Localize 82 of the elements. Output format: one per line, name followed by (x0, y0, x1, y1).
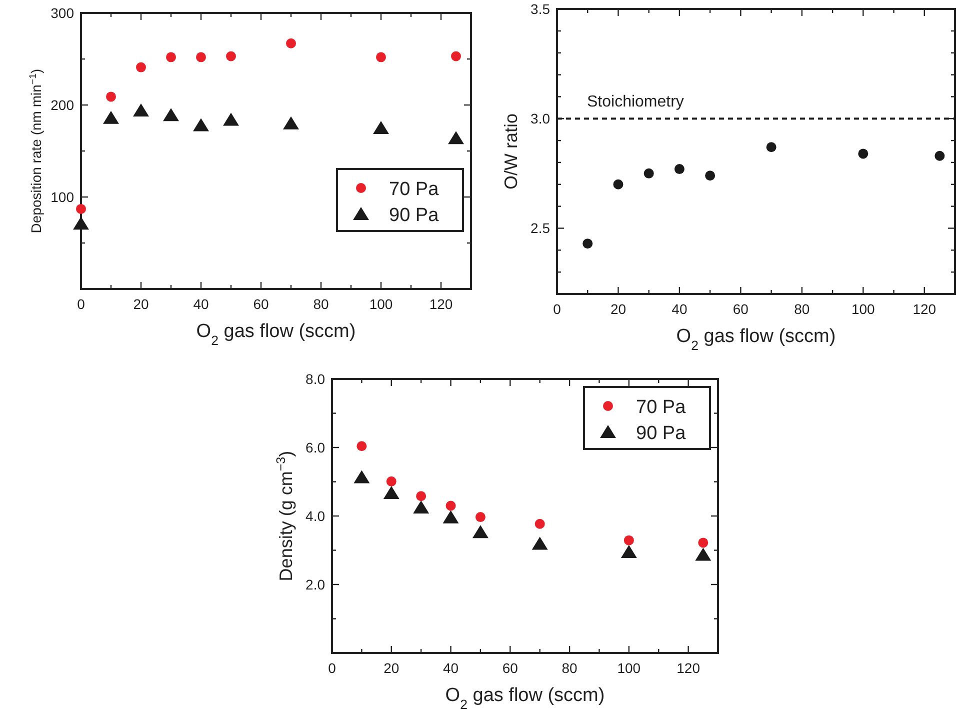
legend-label: 70 Pa (636, 397, 686, 418)
point (196, 52, 206, 62)
x-tick-label: 0 (77, 296, 86, 312)
ref-line-label: Stoichiometry (587, 94, 684, 111)
point (226, 51, 236, 62)
point (286, 38, 296, 48)
legend-label: 90 Pa (389, 205, 440, 226)
point (674, 164, 684, 174)
x-tick-label: 0 (553, 301, 562, 317)
point (376, 52, 386, 62)
point (356, 441, 367, 452)
point (766, 142, 776, 152)
x-axis-title: O$_{2}$ gas flow (sccm) (676, 326, 836, 352)
point (695, 548, 712, 561)
y-tick-label: 200 (50, 97, 74, 113)
point (442, 510, 459, 524)
point (76, 204, 86, 214)
point (534, 518, 545, 529)
point (163, 108, 179, 122)
y-tick-label: 6.0 (306, 440, 326, 456)
point (354, 470, 370, 484)
point (858, 148, 868, 159)
y-tick-label: 3.5 (530, 1, 550, 17)
x-tick-label: 100 (851, 301, 876, 317)
x-tick-label: 120 (429, 296, 453, 312)
point (223, 112, 239, 126)
point (475, 512, 486, 522)
x-tick-label: 40 (442, 660, 459, 676)
point (532, 536, 548, 550)
y-tick-label: 8.0 (306, 371, 326, 387)
y-tick-label: 100 (50, 189, 74, 205)
x-tick-label: 100 (617, 660, 641, 676)
point (133, 104, 149, 117)
x-tick-label: 20 (610, 301, 626, 317)
point (934, 150, 945, 161)
x-tick-label: 20 (384, 660, 400, 676)
x-tick-label: 100 (369, 296, 393, 312)
point (451, 51, 461, 62)
x-tick-label: 0 (328, 660, 336, 676)
y-tick-label: 3.0 (530, 110, 550, 127)
point (624, 535, 634, 546)
point (386, 476, 396, 486)
point (472, 525, 488, 538)
x-tick-label: 120 (912, 301, 936, 317)
x-tick-label: 80 (313, 296, 329, 312)
legend-label: 90 Pa (636, 423, 686, 444)
point (416, 491, 426, 502)
point (73, 216, 89, 230)
point (166, 52, 176, 62)
point (620, 544, 637, 558)
x-tick-label: 60 (502, 660, 518, 676)
y-tick-label: 2.0 (306, 576, 326, 592)
point (106, 92, 116, 102)
x-axis-title: O$_{2}$ gas flow (sccm) (445, 685, 605, 710)
point (698, 538, 708, 548)
point (383, 486, 400, 500)
x-tick-label: 80 (562, 660, 578, 676)
point (373, 121, 389, 134)
point (644, 168, 654, 178)
x-tick-label: 120 (676, 660, 700, 676)
point (705, 170, 716, 181)
x-tick-label: 60 (253, 296, 269, 312)
x-tick-label: 20 (133, 296, 149, 312)
point (413, 500, 430, 514)
point (193, 118, 209, 132)
point (136, 62, 146, 72)
point (446, 500, 456, 511)
y-tick-label: 2.5 (530, 220, 550, 236)
point (103, 110, 119, 124)
point (582, 238, 593, 249)
point (283, 116, 299, 130)
legend-label: 70 Pa (389, 179, 440, 200)
y-tick-label: 300 (50, 5, 74, 21)
x-tick-label: 80 (794, 301, 810, 317)
x-tick-label: 40 (193, 296, 209, 312)
y-axis-title: O/W ratio (501, 113, 521, 190)
y-tick-label: 4.0 (306, 508, 326, 524)
x-axis-title: O$_{2}$ gas flow (sccm) (196, 321, 356, 348)
point (448, 131, 464, 144)
x-tick-label: 60 (732, 301, 749, 317)
point (613, 179, 624, 190)
x-tick-label: 40 (672, 301, 688, 317)
